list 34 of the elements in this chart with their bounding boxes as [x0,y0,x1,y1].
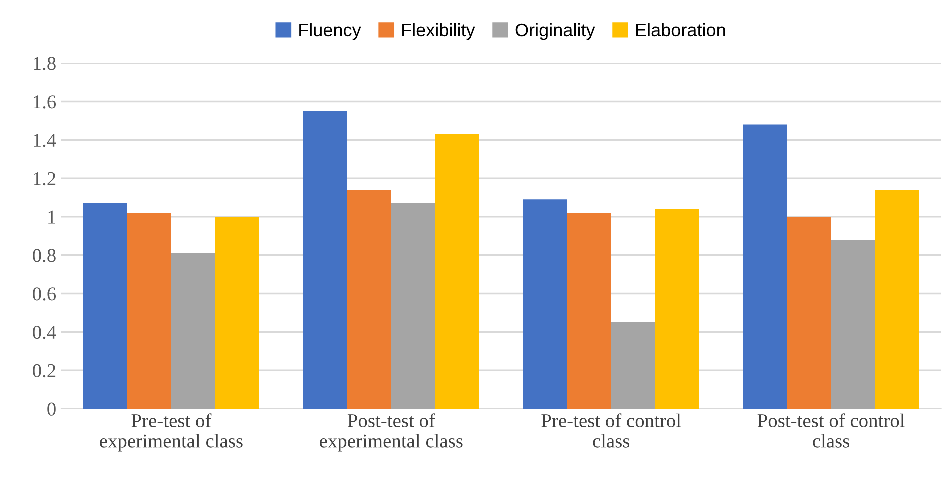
x-tick-label: Post-test of experimental class [320,414,463,452]
legend-label: Flexibility [402,23,476,40]
x-tick-label: Pre-test of control class [542,414,682,448]
x-tick-label: Pre-test of experimental class [100,414,243,452]
bar [391,204,436,409]
legend-label: Fluency [300,23,362,40]
y-tick-label: 1.4 [34,134,56,148]
y-tick-label: 1.6 [34,96,56,109]
bar [787,216,832,409]
y-tick-label: 1 [48,210,56,224]
bar [303,111,348,409]
y-tick-label: 1.8 [34,57,56,70]
bar [611,322,656,409]
y-tick-label: 0.6 [33,288,56,301]
y-tick-label: 0.8 [33,249,56,262]
bar [875,190,920,409]
bar [127,213,172,409]
bar [215,216,260,409]
bar [347,190,392,409]
bar [523,200,568,409]
bar [831,240,876,409]
legend-label: Elaboration [636,23,726,37]
bar [435,134,480,409]
y-tick-label: 0.2 [33,364,56,378]
x-tick-label: Post-test of control class [758,414,905,448]
bar [655,209,700,409]
bar [171,253,216,409]
y-tick-label: 0 [48,402,56,416]
legend-label: Originality [516,23,596,40]
y-tick-label: 1.2 [34,172,56,186]
bar [83,204,128,409]
bar [743,124,788,409]
y-tick-label: 0.4 [33,326,56,340]
bar [567,213,612,409]
